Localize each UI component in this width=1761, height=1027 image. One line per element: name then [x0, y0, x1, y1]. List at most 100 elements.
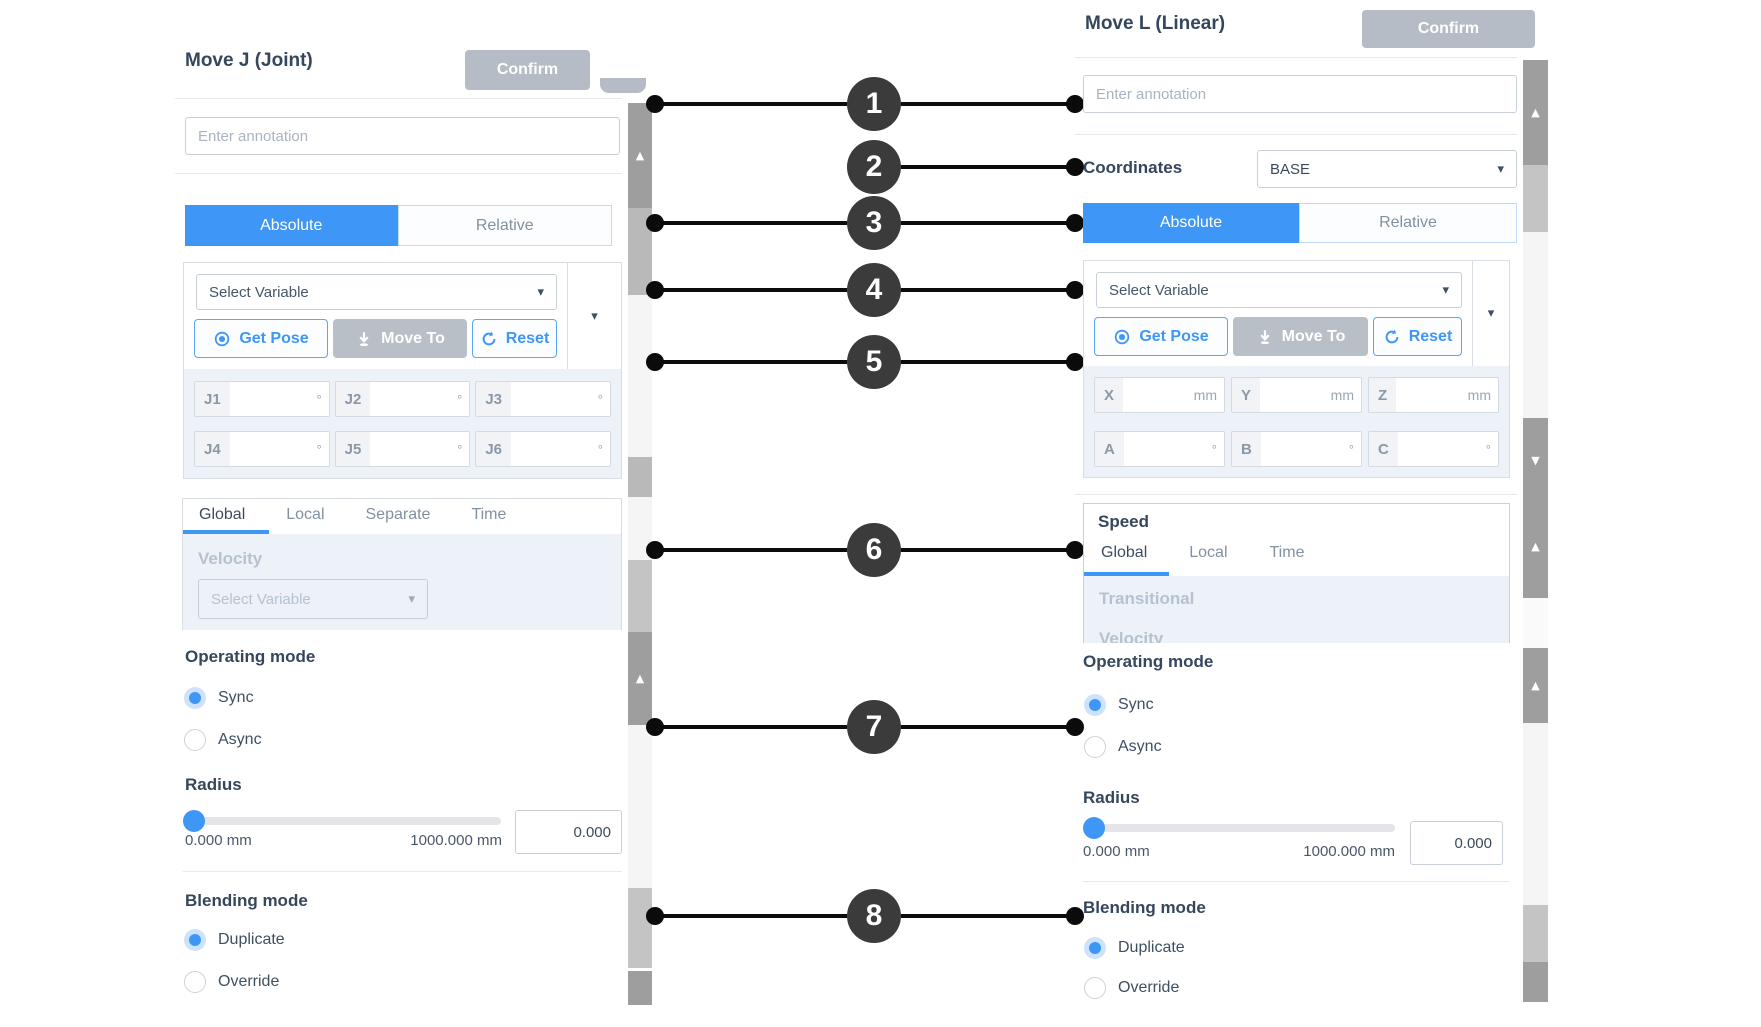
move-to-button[interactable]: Move To	[1233, 317, 1368, 356]
joint-field-j5[interactable]: J5 °	[334, 431, 471, 467]
radio-override[interactable]: Override	[1084, 977, 1179, 999]
scrollbar-track[interactable]	[628, 295, 652, 457]
scrollbar-track[interactable]	[628, 497, 652, 560]
scrollbar-track[interactable]	[628, 725, 652, 888]
field-label: J4	[195, 432, 230, 466]
select-variable-placeholder: Select Variable	[209, 283, 309, 301]
joint-field-j6[interactable]: J6 °	[475, 431, 611, 467]
scroll-down-button[interactable]	[628, 971, 652, 1005]
tab-time[interactable]: Time	[471, 505, 507, 523]
select-variable-dropdown[interactable]: Select Variable ▾	[196, 274, 557, 310]
tab-global[interactable]: Global	[199, 505, 246, 523]
pose-field-a[interactable]: A °	[1094, 431, 1225, 467]
velocity-label: Velocity	[198, 549, 263, 568]
joint-field-j3[interactable]: J3 °	[475, 381, 611, 417]
scrollbar-track[interactable]	[1523, 232, 1548, 418]
tab-absolute[interactable]: Absolute	[185, 205, 398, 246]
tab-relative[interactable]: Relative	[1299, 203, 1517, 243]
radius-slider[interactable]	[183, 810, 501, 832]
scrollbar-thumb[interactable]	[628, 208, 652, 295]
expand-variable-dropdown[interactable]: ▾	[567, 263, 621, 369]
joint-field-j4[interactable]: J4 °	[194, 431, 330, 467]
scroll-up-button[interactable]: ▲	[1523, 60, 1548, 165]
confirm-button[interactable]: Confirm	[465, 50, 590, 90]
annotation-input[interactable]	[1083, 75, 1517, 113]
select-variable-placeholder: Select Variable	[1109, 281, 1209, 299]
tab-time[interactable]: Time	[1269, 544, 1305, 561]
scroll-up-button[interactable]: ▲	[628, 103, 652, 208]
tab-separate[interactable]: Separate	[365, 505, 431, 523]
radio-sync[interactable]: Sync	[184, 687, 254, 709]
radio-override[interactable]: Override	[184, 971, 279, 993]
get-pose-button[interactable]: Get Pose	[1094, 317, 1228, 356]
field-label: J2	[335, 382, 371, 416]
scroll-down-button[interactable]	[1523, 962, 1548, 1002]
mm-unit: mm	[1467, 387, 1491, 403]
radio-on-icon	[1084, 937, 1106, 959]
get-pose-button[interactable]: Get Pose	[194, 319, 328, 358]
radio-duplicate[interactable]: Duplicate	[1084, 937, 1185, 959]
divider	[1075, 57, 1517, 58]
slider-min-label: 0.000 mm	[1083, 843, 1150, 860]
pose-field-c[interactable]: C °	[1368, 431, 1499, 467]
joint-field-j1[interactable]: J1 °	[194, 381, 330, 417]
radius-slider[interactable]	[1083, 817, 1395, 839]
arrow-down-icon: ▼	[1531, 454, 1540, 467]
chevron-down-icon: ▾	[1442, 282, 1449, 298]
pose-field-b[interactable]: B °	[1231, 431, 1362, 467]
joint-field-j2[interactable]: J2 °	[334, 381, 471, 417]
speed-tabs: Global Local Time	[1084, 541, 1509, 565]
field-label: A	[1095, 432, 1124, 466]
radius-value-input[interactable]: 0.000	[515, 810, 622, 854]
radio-sync[interactable]: Sync	[1084, 694, 1154, 716]
arrow-up-icon: ▲	[635, 149, 645, 162]
scrollbar-thumb[interactable]	[1523, 165, 1548, 232]
select-variable-dropdown[interactable]: Select Variable ▾	[1096, 272, 1462, 308]
slider-thumb[interactable]	[1083, 817, 1105, 839]
pose-field-y[interactable]: Y mm	[1231, 377, 1362, 413]
tab-relative[interactable]: Relative	[397, 205, 612, 246]
chevron-down-icon: ▾	[537, 284, 544, 300]
radio-async[interactable]: Async	[1084, 736, 1162, 758]
velocity-label-clipped: Velocity	[1099, 629, 1164, 643]
coordinates-label: Coordinates	[1083, 158, 1183, 177]
callout-line-right	[901, 353, 1084, 371]
scroll-up-button[interactable]: ▲	[1523, 648, 1548, 723]
chevron-down-icon: ▾	[1487, 306, 1495, 321]
radio-duplicate[interactable]: Duplicate	[184, 929, 285, 951]
tab-absolute[interactable]: Absolute	[1083, 203, 1299, 243]
pose-field-z[interactable]: Z mm	[1368, 377, 1499, 413]
speed-section: Speed Global Local Time Transitional Vel…	[1083, 503, 1510, 643]
callout-number: 2	[847, 140, 901, 194]
scrollbar-thumb[interactable]	[628, 560, 652, 632]
scrollbar-track[interactable]	[1523, 723, 1548, 905]
coordinates-dropdown[interactable]: BASE ▾	[1257, 150, 1517, 188]
slider-thumb[interactable]	[183, 810, 205, 832]
move-to-button[interactable]: Move To	[333, 319, 467, 358]
speed-tabs: Global Local Separate Time	[183, 499, 621, 530]
transitional-label: Transitional	[1099, 589, 1195, 608]
scrollbar-thumb[interactable]	[1523, 905, 1548, 962]
radio-off-icon	[1084, 736, 1106, 758]
radio-async[interactable]: Async	[184, 729, 262, 751]
scroll-buttons[interactable]: ▼ ▲	[1523, 418, 1548, 598]
reset-button[interactable]: Reset	[472, 319, 557, 358]
annotation-input[interactable]	[185, 117, 620, 155]
tab-global[interactable]: Global	[1101, 544, 1148, 561]
callout-line-right	[901, 718, 1084, 736]
velocity-select-dropdown[interactable]: Select Variable ▾	[198, 579, 428, 619]
divider	[1083, 881, 1510, 882]
scrollbar-thumb[interactable]	[628, 888, 652, 968]
tab-local[interactable]: Local	[286, 505, 325, 523]
callout-line-left	[646, 907, 847, 925]
scroll-up-button[interactable]: ▲	[628, 632, 652, 725]
chevron-down-icon: ▾	[591, 308, 598, 324]
tab-local[interactable]: Local	[1189, 544, 1228, 561]
reset-button[interactable]: Reset	[1373, 317, 1462, 356]
expand-variable-dropdown[interactable]: ▾	[1472, 261, 1509, 366]
pose-field-x[interactable]: X mm	[1094, 377, 1225, 413]
callout-line-right	[901, 907, 1084, 925]
scrollbar-thumb[interactable]	[628, 457, 652, 497]
radius-value-input[interactable]: 0.000	[1410, 821, 1503, 865]
confirm-button[interactable]: Confirm	[1362, 10, 1535, 48]
